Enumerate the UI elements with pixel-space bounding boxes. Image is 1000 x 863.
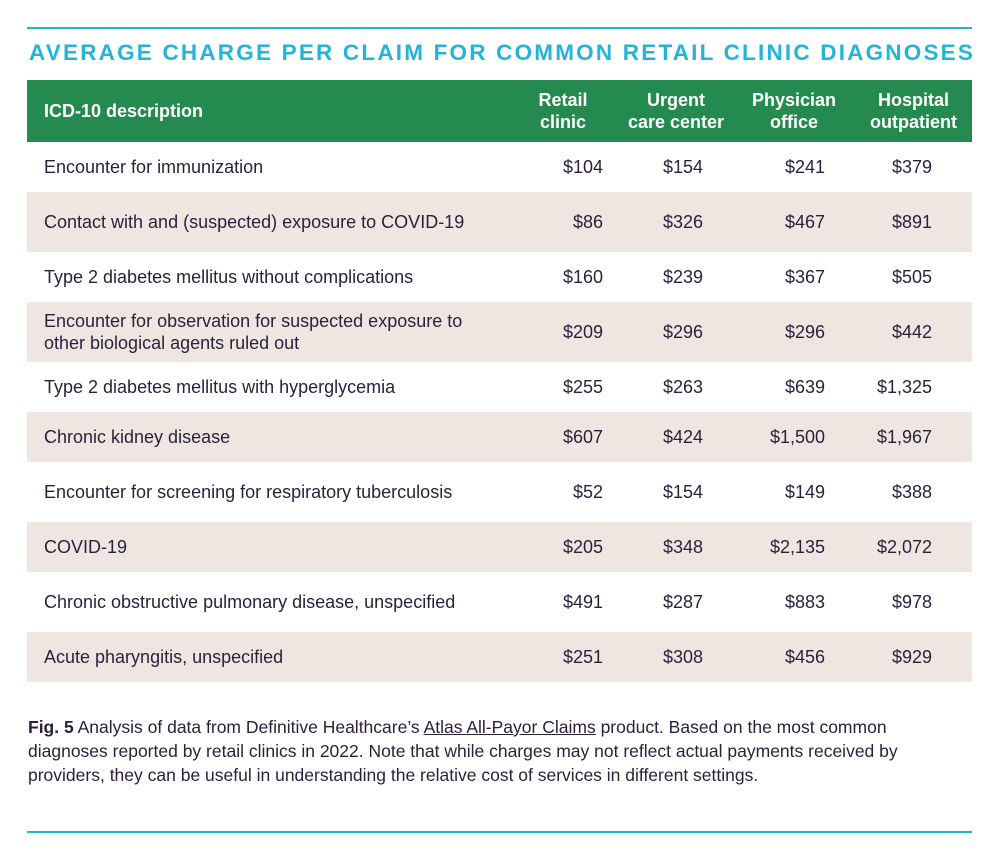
caption-text-after: product. Based on the most common diagno… (28, 717, 898, 785)
header-icd10-description: ICD-10 description (44, 101, 204, 121)
row-description: Contact with and (suspected) exposure to… (44, 212, 465, 232)
caption-text-before: Analysis of data from Definitive Healthc… (73, 717, 424, 737)
table-row: COVID-19 $205 $348 $2,135 $2,072 (27, 522, 972, 572)
cell-hospital-outpatient: $505 (891, 267, 932, 287)
bottom-rule (27, 831, 972, 833)
header-hospital-line1: Hospital (877, 90, 949, 110)
row-description: Encounter for screening for respiratory … (44, 482, 453, 502)
row-description: COVID-19 (44, 537, 128, 557)
cell-urgent-care: $326 (662, 212, 703, 232)
cell-hospital-outpatient: $2,072 (876, 537, 932, 557)
table-row: Chronic kidney disease $607 $424 $1,500 … (27, 412, 972, 462)
cell-hospital-outpatient: $978 (891, 592, 932, 612)
table-row: Encounter for immunization $104 $154 $24… (27, 142, 972, 192)
header-hospital-outpatient: Hospital outpatient (855, 80, 972, 142)
cell-hospital-outpatient: $929 (891, 647, 932, 667)
caption-label: Fig. 5 (28, 717, 74, 737)
cell-retail-clinic: $160 (562, 267, 603, 287)
header-retail-clinic: Retail clinic (507, 80, 619, 142)
header-physician-line2: office (769, 112, 818, 132)
table-row: Type 2 diabetes mellitus without complic… (27, 252, 972, 302)
cell-urgent-care: $424 (662, 427, 703, 447)
cell-physician-office: $241 (784, 157, 825, 177)
cell-physician-office: $1,500 (769, 427, 825, 447)
table-row: Encounter for screening for respiratory … (27, 462, 972, 522)
cell-retail-clinic: $52 (572, 482, 603, 502)
header-row: ICD-10 description Retail clinic Urgent ca… (27, 80, 972, 142)
cell-urgent-care: $154 (662, 157, 703, 177)
row-description: Chronic obstructive pulmonary disease, u… (44, 592, 456, 612)
cell-hospital-outpatient: $388 (891, 482, 932, 502)
cell-urgent-care: $296 (662, 322, 703, 342)
header-retail-line1: Retail (538, 90, 588, 110)
cell-hospital-outpatient: $1,325 (876, 377, 932, 397)
charges-table: ICD-10 description Retail clinic Urgent ca… (27, 80, 972, 682)
row-description: Chronic kidney disease (44, 427, 231, 447)
cell-hospital-outpatient: $442 (891, 322, 932, 342)
top-rule (27, 27, 972, 29)
cell-hospital-outpatient: $379 (891, 157, 932, 177)
table-row: Contact with and (suspected) exposure to… (27, 192, 972, 252)
cell-hospital-outpatient: $891 (891, 212, 932, 232)
row-description: Encounter for observation for suspected … (44, 311, 463, 353)
atlas-all-payor-claims-link[interactable]: Atlas All-Payor Claims (423, 717, 596, 737)
cell-urgent-care: $308 (662, 647, 703, 667)
header-retail-line2: clinic (539, 112, 587, 132)
header-hospital-line2: outpatient (870, 112, 957, 132)
row-description: Type 2 diabetes mellitus with hyperglyce… (44, 377, 396, 397)
header-physician-line1: Physician (751, 90, 837, 110)
table-row: Chronic obstructive pulmonary disease, u… (27, 572, 972, 632)
header-urgent-line2: care center (627, 112, 725, 132)
cell-retail-clinic: $251 (562, 647, 603, 667)
row-description: Acute pharyngitis, unspecified (44, 647, 284, 667)
cell-retail-clinic: $255 (562, 377, 603, 397)
figure-caption: Fig. 5 Analysis of data from Definitive … (28, 715, 968, 787)
cell-physician-office: $883 (784, 592, 825, 612)
cell-urgent-care: $239 (662, 267, 703, 287)
cell-retail-clinic: $205 (562, 537, 603, 557)
cell-physician-office: $2,135 (769, 537, 825, 557)
table-title: AVERAGE CHARGE PER CLAIM FOR COMMON RETA… (29, 40, 976, 65)
cell-physician-office: $367 (784, 267, 825, 287)
cell-retail-clinic: $104 (562, 157, 603, 177)
cell-retail-clinic: $607 (562, 427, 603, 447)
cell-physician-office: $296 (784, 322, 825, 342)
cell-physician-office: $456 (784, 647, 825, 667)
table-row: Encounter for observation for suspected … (27, 302, 972, 362)
cell-urgent-care: $287 (662, 592, 703, 612)
cell-retail-clinic: $86 (572, 212, 603, 232)
header-urgent-line1: Urgent (647, 90, 705, 110)
header-physician-office: Physician office (733, 80, 855, 142)
cell-retail-clinic: $491 (562, 592, 603, 612)
cell-physician-office: $149 (784, 482, 825, 502)
row-description: Type 2 diabetes mellitus without complic… (44, 267, 414, 287)
cell-physician-office: $639 (784, 377, 825, 397)
cell-retail-clinic: $209 (562, 322, 603, 342)
row-description: Encounter for immunization (44, 157, 264, 177)
table-row: Acute pharyngitis, unspecified $251 $308… (27, 632, 972, 682)
cell-hospital-outpatient: $1,967 (876, 427, 932, 447)
cell-urgent-care: $154 (662, 482, 703, 502)
cell-physician-office: $467 (784, 212, 825, 232)
table-row: Type 2 diabetes mellitus with hyperglyce… (27, 362, 972, 412)
cell-urgent-care: $348 (662, 537, 703, 557)
cell-urgent-care: $263 (662, 377, 703, 397)
header-urgent-care-center: Urgent care center (619, 80, 733, 142)
